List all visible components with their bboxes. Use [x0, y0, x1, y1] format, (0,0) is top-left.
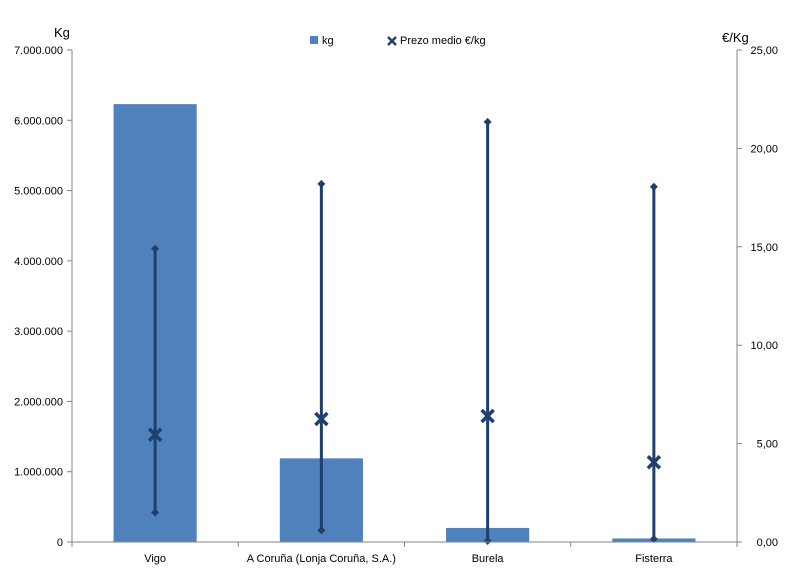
- price-markers: [147, 408, 662, 470]
- price-average-marker: [646, 455, 662, 470]
- price-average-marker: [314, 411, 329, 427]
- price-ranges: [151, 117, 658, 546]
- left-tick-label: 3.000.000: [14, 326, 63, 338]
- right-tick-label: 20,00: [750, 143, 778, 155]
- right-tick-label: 0,00: [757, 537, 778, 549]
- price-max-marker: [151, 244, 160, 253]
- price-max-marker: [317, 179, 326, 188]
- price-average-marker: [480, 408, 495, 424]
- left-tick-label: 6.000.000: [14, 115, 63, 127]
- x-axis-ticks: Vigo A Coruña (Lonja Coruña, S.A.) Burela F…: [71, 542, 738, 565]
- legend-swatch-kg: [310, 36, 318, 44]
- legend-label-price: Prezo medio €/kg: [400, 35, 486, 47]
- right-axis-label: €/Kg: [722, 30, 749, 45]
- left-tick-label: 5.000.000: [14, 186, 63, 198]
- right-tick-label: 10,00: [750, 340, 778, 352]
- left-tick-label: 2.000.000: [14, 396, 63, 408]
- left-tick-label: 0: [57, 537, 63, 549]
- price-min-marker: [649, 535, 658, 544]
- left-tick-label: 1.000.000: [14, 467, 63, 479]
- right-axis-ticks: 0,00 5,00 10,00 15,00 20,00 25,00: [737, 45, 778, 549]
- legend: kg Prezo medio €/kg: [310, 35, 486, 47]
- bars: [113, 104, 696, 543]
- price-min-marker: [151, 508, 160, 517]
- x-tick-label: A Coruña (Lonja Coruña, S.A.): [247, 553, 396, 565]
- right-tick-label: 5,00: [757, 439, 778, 451]
- right-tick-label: 25,00: [750, 45, 778, 57]
- right-tick-label: 15,00: [750, 242, 778, 254]
- left-axis-ticks: 0 1.000.000 2.000.000 3.000.000 4.000.000 5.0…: [14, 45, 72, 549]
- price-min-marker: [483, 537, 492, 546]
- x-tick-label: Vigo: [144, 553, 166, 565]
- price-max-marker: [649, 182, 658, 191]
- price-average-marker: [147, 427, 163, 442]
- price-min-marker: [317, 526, 326, 535]
- x-tick-label: Fisterra: [635, 553, 673, 565]
- price-max-marker: [483, 117, 492, 126]
- x-tick-label: Burela: [472, 553, 505, 565]
- legend-label-kg: kg: [322, 35, 334, 47]
- legend-swatch-price: [387, 36, 397, 46]
- left-axis-label: Kg: [54, 25, 70, 40]
- left-tick-label: 7.000.000: [14, 45, 63, 57]
- left-tick-label: 4.000.000: [14, 256, 63, 268]
